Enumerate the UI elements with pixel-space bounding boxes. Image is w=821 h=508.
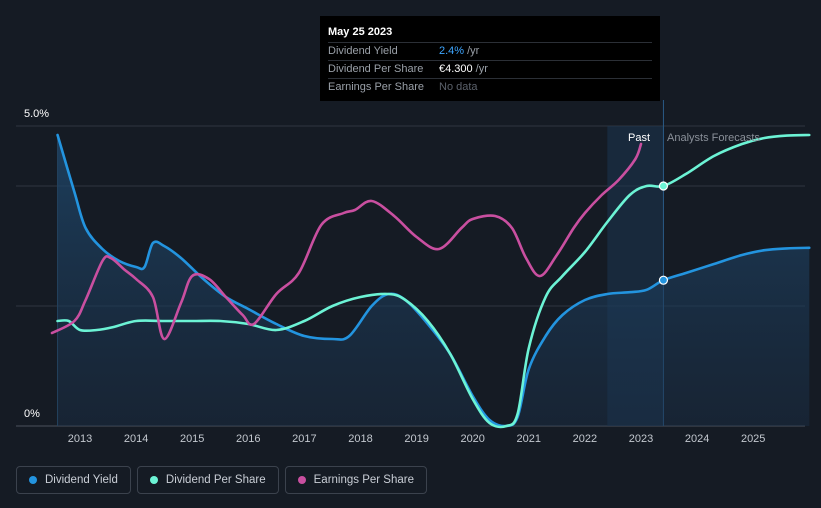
- legend-label: Earnings Per Share: [313, 474, 414, 486]
- legend-dot-icon: [29, 476, 37, 484]
- x-tick-label: 2024: [684, 433, 710, 445]
- tooltip-date: May 25 2023: [328, 26, 393, 38]
- dividend-yield-area: [57, 135, 810, 427]
- tooltip-label: Earnings Per Share: [328, 81, 424, 93]
- x-tick-label: 2019: [404, 433, 429, 445]
- x-tick-label: 2017: [292, 433, 317, 445]
- x-tick-label: 2021: [516, 433, 542, 445]
- tooltip-row-earnings-per-share: Earnings Per Share No data: [328, 78, 652, 96]
- earnings-per-share-line: [50, 142, 643, 341]
- tooltip-value: No data: [439, 81, 478, 93]
- legend-item-dividend-per-share[interactable]: Dividend Per Share: [136, 466, 279, 494]
- forecast-label: Analysts Forecasts: [667, 132, 760, 144]
- tooltip-value: 2.4%: [439, 45, 465, 57]
- dividend-per-share-marker: [658, 181, 669, 191]
- dividend-yield-marker: [658, 275, 669, 285]
- legend-item-dividend-yield[interactable]: Dividend Yield: [16, 466, 131, 494]
- tooltip: May 25 2023 Dividend Yield 2.4% /yr Divi…: [320, 16, 660, 101]
- x-tick-label: 2015: [179, 433, 205, 445]
- x-tick-label: 2022: [572, 433, 598, 445]
- legend-dot-icon: [149, 476, 158, 484]
- past-label: Past: [628, 132, 651, 144]
- tooltip-unit: /yr: [475, 63, 488, 75]
- legend-label: Dividend Per Share: [165, 474, 266, 486]
- tooltip-row-dividend-yield: Dividend Yield 2.4% /yr: [328, 42, 652, 60]
- x-tick-label: 2020: [460, 433, 485, 445]
- tooltip-value: €4.300: [439, 63, 473, 75]
- legend: Dividend Yield Dividend Per Share Earnin…: [16, 466, 433, 494]
- legend-label: Dividend Yield: [45, 474, 118, 486]
- tooltip-label: Dividend Per Share: [328, 63, 424, 75]
- x-tick-label: 2014: [123, 433, 149, 445]
- x-tick-label: 2013: [67, 433, 93, 445]
- legend-item-earnings-per-share[interactable]: Earnings Per Share: [284, 466, 427, 494]
- y-axis-top-label: 5.0%: [24, 108, 50, 120]
- x-tick-label: 2018: [348, 433, 373, 445]
- x-tick-label: 2023: [628, 433, 654, 445]
- dividend-yield-area: [57, 135, 810, 427]
- x-tick-label: 2025: [740, 433, 766, 445]
- tooltip-unit: /yr: [467, 45, 480, 57]
- tooltip-row-dividend-per-share: Dividend Per Share €4.300 /yr: [328, 60, 652, 78]
- y-axis-bottom-label: 0%: [24, 408, 40, 420]
- legend-dot-icon: [297, 476, 306, 484]
- x-tick-label: 2016: [236, 433, 261, 445]
- tooltip-label: Dividend Yield: [328, 45, 398, 57]
- series-markers: [658, 181, 669, 285]
